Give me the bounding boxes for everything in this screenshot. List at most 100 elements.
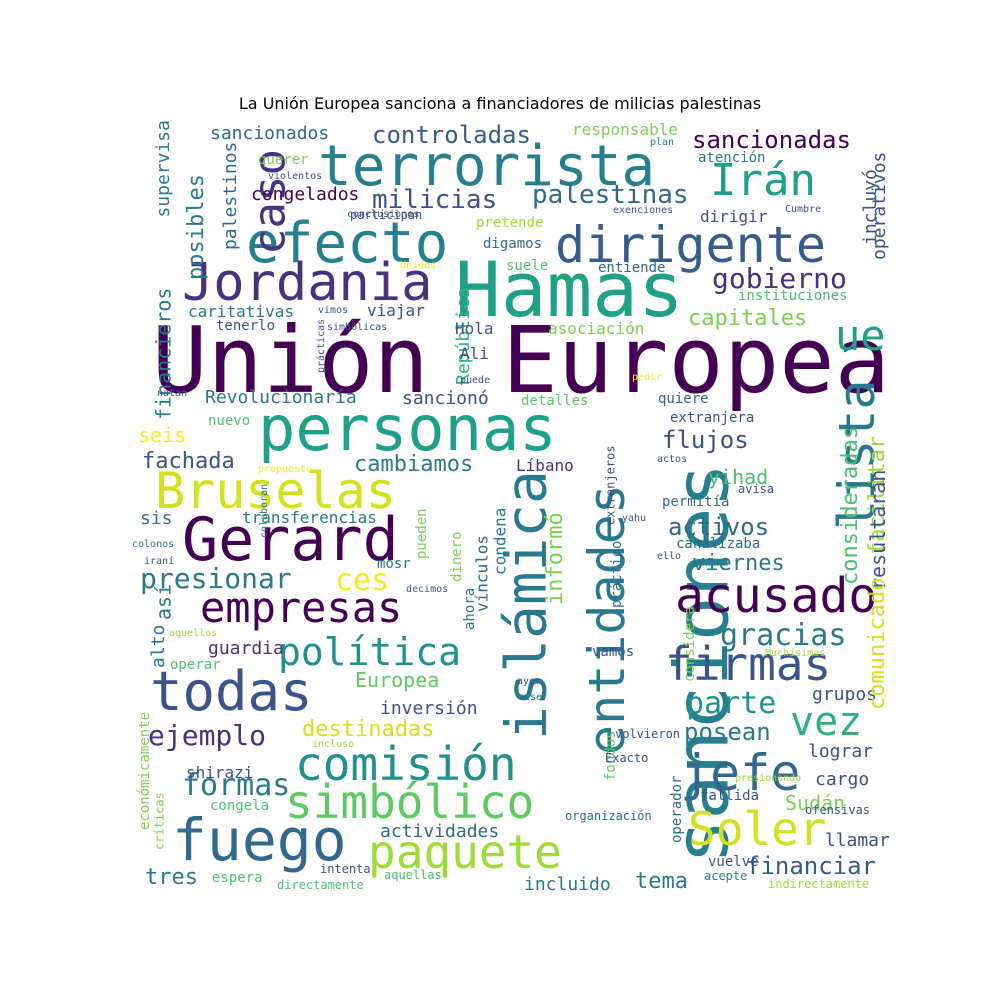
word-48: Revolucionaria bbox=[205, 387, 357, 408]
word-102: así bbox=[152, 584, 176, 620]
word-60: sancionados bbox=[210, 123, 329, 144]
word-141: propuesto bbox=[258, 464, 312, 475]
word-35: gracias bbox=[720, 618, 846, 653]
word-106: espera bbox=[212, 870, 263, 886]
word-86: detalles bbox=[521, 393, 588, 409]
word-77: informó bbox=[543, 512, 568, 605]
word-89: canalizaba bbox=[676, 536, 760, 552]
word-93: asociación bbox=[548, 319, 644, 338]
word-50: tres bbox=[145, 865, 198, 890]
word-152: exenciones bbox=[613, 205, 673, 216]
word-143: natan bbox=[157, 388, 187, 399]
word-51: tema bbox=[635, 869, 688, 894]
word-47: seis bbox=[138, 423, 186, 447]
word-1: Europea bbox=[502, 307, 890, 414]
word-115: dinero bbox=[449, 531, 465, 582]
word-54: inversión bbox=[380, 698, 478, 719]
word-96: viajar bbox=[367, 301, 425, 320]
word-61: actividades bbox=[380, 821, 499, 842]
word-149: conclusiones bbox=[347, 209, 419, 220]
word-20: Soler bbox=[688, 802, 826, 856]
word-108: fallida bbox=[700, 788, 759, 804]
word-126: directamente bbox=[277, 878, 364, 892]
word-118: considera bbox=[682, 606, 698, 682]
word-120: querer bbox=[258, 152, 309, 168]
word-139: actos bbox=[657, 454, 687, 465]
word-72: supervisa bbox=[153, 120, 174, 218]
word-83: digamos bbox=[483, 236, 542, 252]
word-140: pedir bbox=[632, 372, 662, 383]
word-11: islámica bbox=[495, 470, 560, 740]
word-64: grupos bbox=[812, 684, 877, 705]
word-129: indirectamente bbox=[768, 877, 869, 891]
word-117: práctico bbox=[609, 541, 625, 608]
word-87: extranjera bbox=[670, 410, 754, 426]
word-76: comunicado bbox=[865, 578, 890, 710]
word-99: nuevo bbox=[208, 413, 250, 429]
word-112: vínculos bbox=[472, 535, 491, 612]
word-39: capitales bbox=[688, 306, 807, 331]
word-68: responsable bbox=[572, 120, 678, 139]
word-28: presionar bbox=[140, 562, 292, 595]
word-37: ejemplo bbox=[148, 719, 266, 752]
word-63: cargo bbox=[815, 769, 869, 790]
word-53: destinadas bbox=[302, 717, 434, 742]
figure-title: La Unión Europea sanciona a financiadore… bbox=[238, 94, 762, 113]
word-14: acusado bbox=[675, 568, 877, 624]
word-132: Exacto bbox=[605, 751, 648, 765]
word-133: volvieron bbox=[615, 727, 680, 741]
word-10: Bruselas bbox=[155, 462, 396, 520]
word-58: shirazi bbox=[186, 763, 253, 782]
word-131: ofensivas bbox=[805, 803, 870, 817]
word-110: operador bbox=[669, 776, 685, 843]
word-46: fachada bbox=[142, 449, 235, 474]
word-123: económicamente bbox=[137, 712, 153, 830]
word-32: palestinas bbox=[532, 180, 689, 210]
word-67: guardia bbox=[208, 638, 284, 659]
word-119: extranjeros bbox=[603, 446, 617, 525]
word-70: palestinos bbox=[220, 142, 241, 250]
word-8: Jordania bbox=[182, 253, 432, 313]
word-42: financiar bbox=[746, 852, 876, 880]
word-100: sis bbox=[140, 508, 173, 529]
word-128: acepte bbox=[704, 869, 747, 883]
word-29: ue bbox=[835, 311, 886, 360]
word-161: incluso bbox=[312, 739, 354, 750]
word-153: Cumbre bbox=[785, 204, 821, 215]
word-5: terrorista bbox=[318, 134, 655, 199]
word-85: quiere bbox=[658, 391, 709, 407]
word-91: Líbano bbox=[516, 456, 574, 475]
word-107: vamos bbox=[592, 644, 634, 660]
word-124: críticas bbox=[152, 792, 166, 850]
word-71: financieros bbox=[152, 288, 176, 420]
word-136: ello bbox=[657, 551, 681, 562]
word-151: plan bbox=[650, 137, 674, 148]
word-55: Europea bbox=[355, 668, 439, 692]
word-101: mosr bbox=[377, 556, 411, 572]
word-150: violentos bbox=[268, 171, 322, 182]
word-38: formas bbox=[182, 768, 290, 803]
word-75: resultarán bbox=[866, 470, 890, 590]
word-40: ces bbox=[335, 563, 389, 598]
word-25: Irán bbox=[710, 155, 816, 206]
word-4: personas bbox=[258, 392, 557, 465]
word-56: viernes bbox=[692, 551, 785, 576]
word-12: entidades bbox=[578, 484, 636, 755]
word-146: vimos bbox=[318, 305, 348, 316]
word-154: puede bbox=[460, 375, 490, 386]
word-81: entiende bbox=[598, 260, 665, 276]
word-59: congelados bbox=[251, 184, 359, 205]
word-111: fondos bbox=[603, 730, 619, 781]
word-79: incluyó bbox=[860, 169, 881, 245]
word-34: sancionadas bbox=[692, 126, 851, 154]
word-73: consideradas bbox=[838, 426, 863, 585]
word-125: intenta bbox=[320, 862, 371, 876]
word-92: República bbox=[453, 287, 474, 385]
word-104: operar bbox=[170, 657, 221, 673]
word-113: condena bbox=[490, 508, 509, 575]
word-130: organización bbox=[565, 809, 652, 823]
word-90: transferencias bbox=[242, 508, 377, 527]
word-134: Muchísimas bbox=[765, 647, 825, 659]
word-95: tenerlo bbox=[216, 318, 275, 334]
